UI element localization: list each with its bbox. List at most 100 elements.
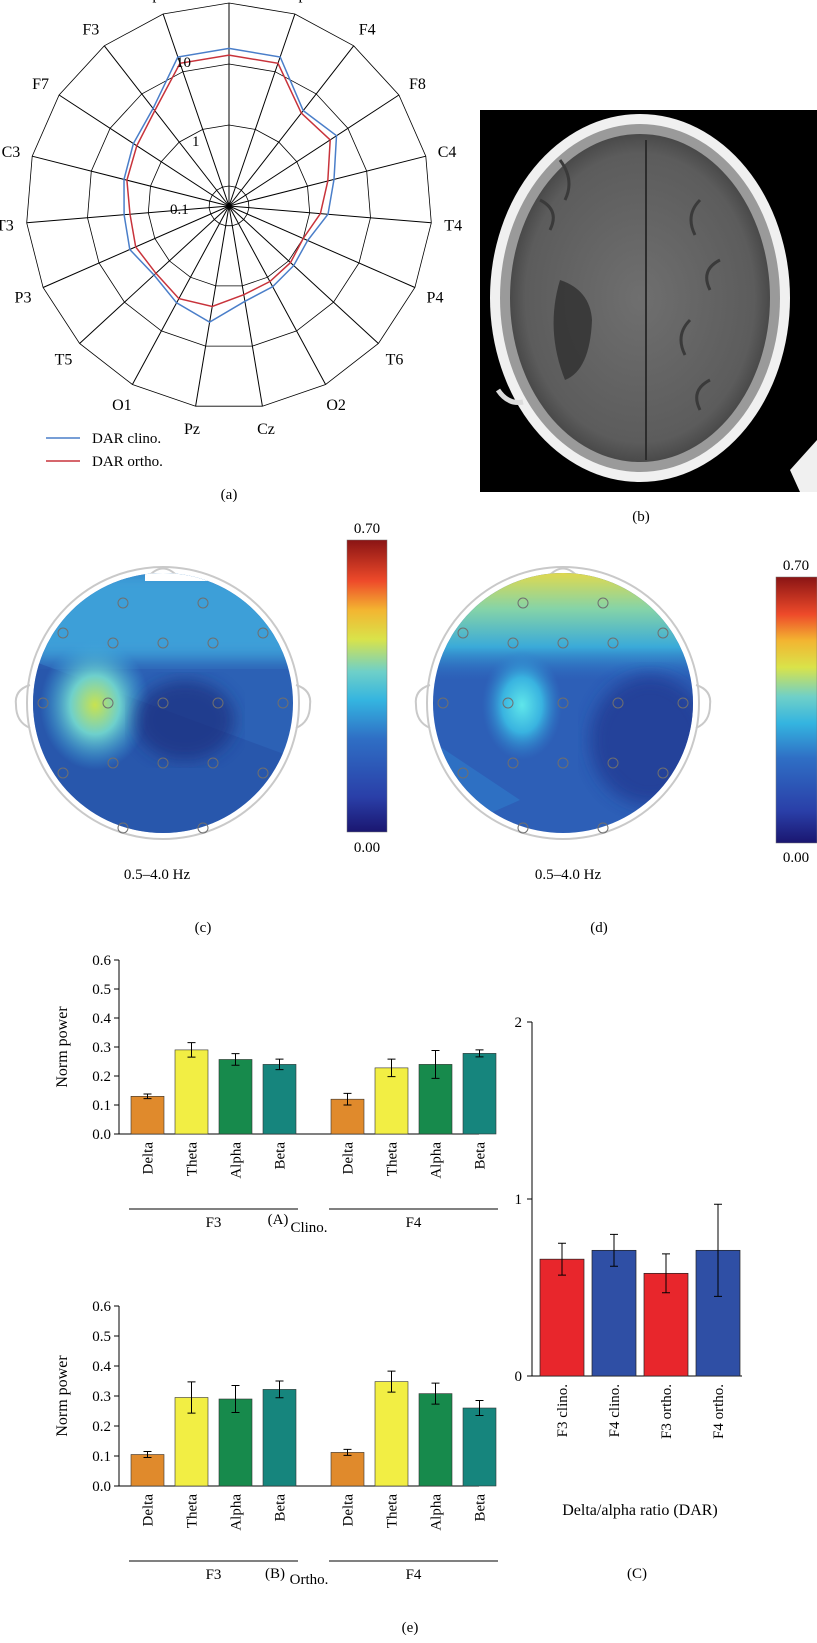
group-label: F3 bbox=[206, 1567, 222, 1583]
bar-F3-Delta bbox=[130, 1096, 165, 1135]
error-bar bbox=[231, 1385, 240, 1413]
error-bar bbox=[387, 1058, 396, 1078]
y-tick-label: 0.6 bbox=[92, 953, 111, 969]
radar-series-ortho bbox=[126, 54, 331, 308]
error-bar bbox=[143, 1093, 152, 1100]
ring-label-10: 10 bbox=[176, 55, 191, 71]
category-label: F3 ortho. bbox=[659, 1384, 675, 1439]
category-label: Delta bbox=[341, 1494, 357, 1527]
y-tick-label: 0.2 bbox=[92, 1419, 111, 1435]
category-label: Alpha bbox=[229, 1142, 245, 1179]
error-bar bbox=[343, 1092, 352, 1106]
radar-ring-0 bbox=[26, 2, 432, 407]
y-tick-label: 1 bbox=[515, 1192, 523, 1208]
bar-F4-Beta bbox=[462, 1407, 497, 1487]
electrode-label-T3: T3 bbox=[0, 218, 14, 235]
panel-label-e: (e) bbox=[402, 1620, 419, 1636]
bar-F3-clino- bbox=[539, 1258, 585, 1377]
electrode-label-P3: P3 bbox=[15, 289, 32, 306]
radar-series-clino bbox=[123, 47, 338, 323]
electrode-label-T5: T5 bbox=[55, 351, 73, 368]
error-bar bbox=[387, 1370, 396, 1393]
electrode-label-C4: C4 bbox=[438, 144, 457, 161]
bar-F4-clino- bbox=[591, 1249, 637, 1377]
group-label: F4 bbox=[406, 1215, 422, 1231]
error-bar bbox=[558, 1242, 566, 1276]
category-label: Theta bbox=[185, 1142, 201, 1176]
radar-spoke-Fp2 bbox=[228, 13, 296, 207]
error-bar bbox=[343, 1448, 352, 1456]
y-tick-label: 0.0 bbox=[92, 1127, 111, 1143]
electrode-label-T4: T4 bbox=[444, 218, 462, 235]
radar-ring-3 bbox=[208, 185, 250, 227]
electrode-label-Pz: Pz bbox=[184, 421, 200, 438]
y-tick-label: 0.4 bbox=[92, 1359, 111, 1375]
y-tick-label: 0.4 bbox=[92, 1011, 111, 1027]
bar-F4-Alpha bbox=[418, 1393, 453, 1487]
panel-label-c: (c) bbox=[195, 920, 212, 936]
electrode-label-F8: F8 bbox=[409, 76, 426, 93]
electrode-label-O1: O1 bbox=[112, 397, 132, 414]
topomap-c bbox=[14, 566, 312, 840]
caption-d: 0.5–4.0 Hz bbox=[535, 867, 602, 883]
electrode-label-Cz: Cz bbox=[257, 421, 275, 438]
radar-spoke-F8 bbox=[228, 94, 400, 207]
error-bar bbox=[610, 1233, 618, 1267]
colorbar-c-max: 0.70 bbox=[354, 521, 380, 537]
y-axis-label: Norm power bbox=[54, 1355, 71, 1437]
colorbar-d-min: 0.00 bbox=[783, 850, 809, 866]
error-bar bbox=[431, 1382, 440, 1405]
category-label: F3 clino. bbox=[555, 1384, 571, 1437]
category-label: Beta bbox=[473, 1494, 489, 1522]
electrode-label-C3: C3 bbox=[2, 144, 21, 161]
legend-label-clino: DAR clino. bbox=[92, 431, 161, 447]
panel-label-eA: (A) bbox=[268, 1212, 289, 1228]
y-tick-label: 0.2 bbox=[92, 1069, 111, 1085]
colorbar-d: 0.70 0.00 bbox=[775, 558, 817, 866]
error-bar bbox=[714, 1203, 722, 1297]
caption-c: 0.5–4.0 Hz bbox=[124, 867, 191, 883]
y-tick-label: 0.3 bbox=[92, 1389, 111, 1405]
category-label: Beta bbox=[273, 1494, 289, 1522]
category-label: Theta bbox=[385, 1494, 401, 1528]
bar-F4-Delta bbox=[330, 1452, 365, 1487]
error-bar bbox=[475, 1400, 484, 1416]
colorbar-d-max: 0.70 bbox=[783, 558, 809, 574]
bar-F4-Theta bbox=[374, 1067, 409, 1135]
panel-label-eB: (B) bbox=[265, 1566, 285, 1582]
electrode-label-F7: F7 bbox=[32, 76, 49, 93]
panel-label-b: (b) bbox=[632, 509, 650, 525]
electrode-label-Fp1: Fp1 bbox=[143, 0, 168, 3]
error-bar bbox=[431, 1049, 440, 1079]
y-tick-label: 0.5 bbox=[92, 1329, 111, 1345]
y-tick-label: 0.3 bbox=[92, 1040, 111, 1056]
condition-label: Clino. bbox=[290, 1220, 327, 1236]
category-label: F4 clino. bbox=[607, 1384, 623, 1437]
bar-F3-Delta bbox=[130, 1454, 165, 1487]
ring-label-0.1: 0.1 bbox=[170, 202, 189, 218]
electrode-label-Fp2: Fp2 bbox=[290, 0, 315, 3]
bar-chart-A: 0.0 0.1 0.2 0.3 0.4 0.5 0.6 Norm power Delta Thet… bbox=[54, 953, 498, 1236]
bar-chart-B: 0.0 0.1 0.2 0.3 0.4 0.5 0.6 Norm power Delta Thet… bbox=[54, 1299, 498, 1588]
legend-label-ortho: DAR ortho. bbox=[92, 454, 163, 470]
bar-F3-Alpha bbox=[218, 1059, 253, 1135]
y-tick-label: 0.1 bbox=[92, 1098, 111, 1114]
error-bar bbox=[275, 1058, 284, 1071]
category-label: Delta bbox=[141, 1142, 157, 1175]
radar-ring-1 bbox=[87, 63, 371, 347]
radar-spoke-T4 bbox=[228, 205, 432, 224]
electrode-label-O2: O2 bbox=[326, 397, 346, 414]
category-label: Theta bbox=[385, 1142, 401, 1176]
x-axis-label: Delta/alpha ratio (DAR) bbox=[562, 1502, 718, 1519]
category-label: Delta bbox=[141, 1494, 157, 1527]
electrode-label-F4: F4 bbox=[359, 21, 376, 38]
bar-F3-Alpha bbox=[218, 1398, 253, 1487]
radar-spoke-P4 bbox=[228, 205, 416, 288]
legend: DAR clino. DAR ortho. bbox=[46, 431, 163, 470]
radar-ring-2 bbox=[147, 124, 311, 287]
bar-F3-Beta bbox=[262, 1064, 297, 1135]
radar-spoke-Cz bbox=[228, 205, 263, 407]
error-bar bbox=[231, 1053, 240, 1066]
radar-spoke-Fp1 bbox=[162, 13, 230, 207]
